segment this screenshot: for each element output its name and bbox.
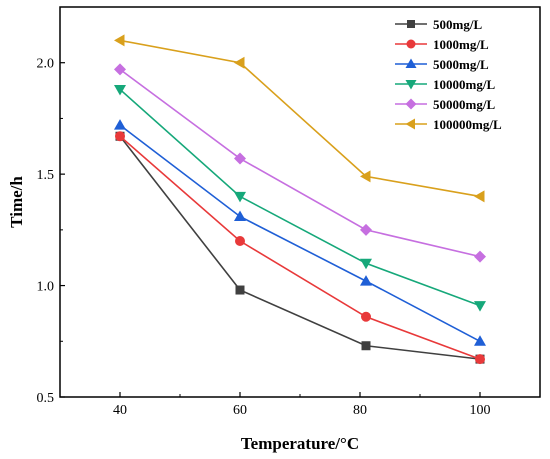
series-6: [114, 34, 485, 203]
data-point: [114, 119, 126, 130]
legend-label: 5000mg/L: [433, 57, 489, 72]
data-point: [114, 34, 125, 47]
series-line: [119, 88, 481, 307]
series-line: [119, 39, 481, 198]
data-point: [115, 131, 125, 142]
data-point: [474, 250, 486, 263]
series-3: [114, 119, 486, 346]
legend-label: 50000mg/L: [433, 97, 495, 112]
data-point: [234, 210, 246, 221]
series-2: [115, 131, 485, 365]
series-line: [119, 135, 481, 360]
y-axis: 0.5 1.0 1.5 2.0: [37, 57, 65, 406]
legend-label: 500mg/L: [433, 17, 482, 32]
data-point: [114, 63, 126, 76]
data-point: [360, 258, 372, 270]
data-point: [360, 170, 371, 183]
legend-marker: [405, 80, 417, 90]
legend-label: 100000mg/L: [433, 117, 502, 132]
legend-marker: [405, 98, 417, 110]
x-axis-title: Temperature/°C: [241, 434, 359, 453]
data-point: [234, 56, 245, 69]
data-point: [360, 223, 372, 236]
y-tick-label: 1.5: [37, 168, 55, 183]
x-tick-label: 40: [113, 403, 127, 418]
x-tick-label: 80: [353, 403, 367, 418]
legend-label: 1000mg/L: [433, 37, 489, 52]
data-point: [474, 190, 485, 203]
series-4: [114, 84, 486, 312]
data-point: [361, 311, 371, 322]
series-layer: [114, 34, 486, 365]
data-point: [234, 191, 246, 203]
legend-label: 10000mg/L: [433, 77, 495, 92]
data-point: [234, 152, 246, 165]
x-axis: 40 60 80 100: [113, 392, 491, 418]
data-point: [361, 341, 371, 351]
x-tick-label: 60: [233, 403, 247, 418]
y-tick-label: 2.0: [37, 57, 55, 72]
y-tick-label: 1.0: [37, 280, 55, 295]
legend: 500mg/L 1000mg/L 5000mg/L 10000mg/L 50000mg/…: [395, 17, 502, 132]
data-point: [235, 285, 245, 295]
series-5: [114, 63, 486, 263]
legend-marker: [405, 118, 415, 130]
series-line: [119, 68, 481, 258]
y-axis-title: Time/h: [7, 176, 26, 228]
data-point: [475, 354, 485, 365]
y-tick-label: 0.5: [37, 391, 55, 406]
data-point: [114, 84, 126, 96]
legend-marker: [405, 58, 417, 68]
data-point: [474, 335, 486, 346]
legend-marker: [407, 20, 415, 28]
x-tick-label: 100: [470, 403, 491, 418]
data-point: [360, 275, 372, 286]
legend-marker: [406, 39, 416, 49]
data-point: [235, 236, 245, 246]
data-point: [474, 301, 486, 312]
series-line: [119, 124, 481, 342]
series-line: [119, 135, 481, 360]
